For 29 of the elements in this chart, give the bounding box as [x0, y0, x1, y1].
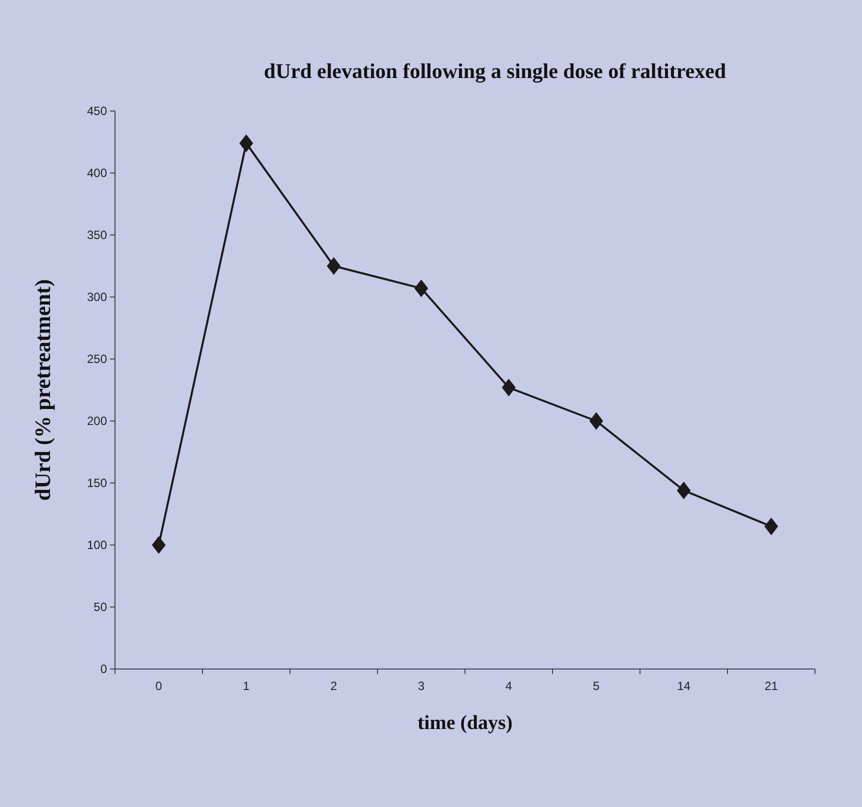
point — [764, 518, 778, 536]
y-axis-title: dUrd (% pretreatment) — [30, 279, 55, 501]
y-tick-label: 250 — [86, 352, 108, 366]
point — [414, 279, 428, 298]
point — [152, 536, 166, 554]
y-tick-label: 150 — [86, 476, 108, 490]
x-tick-label: 2 — [330, 679, 338, 693]
y-tick-label: 450 — [86, 104, 108, 118]
point — [239, 134, 254, 152]
y-tick-label: 200 — [86, 414, 108, 428]
x-axis-title: time (days) — [418, 712, 512, 734]
x-tick-label: 3 — [418, 679, 425, 693]
point — [502, 378, 516, 396]
point — [676, 482, 691, 500]
point — [326, 257, 341, 275]
point — [589, 412, 604, 430]
y-tick-label: 50 — [94, 600, 108, 614]
chart-title: dUrd elevation following a single dose of raltitrexed — [264, 59, 726, 83]
x-tick-label: 4 — [505, 679, 512, 693]
x-tick-label: 0 — [155, 679, 162, 693]
x-tick-label: 5 — [592, 679, 600, 693]
y-tick-label: 0 — [100, 662, 108, 676]
y-tick-label: 350 — [86, 228, 108, 242]
x-tick-label: 21 — [764, 679, 778, 693]
x-tick-label: 1 — [242, 679, 250, 693]
x-tick-label: 14 — [677, 679, 691, 693]
y-tick-label: 300 — [86, 290, 108, 304]
y-tick-label: 100 — [86, 538, 108, 552]
y-tick-label: 400 — [86, 166, 108, 180]
